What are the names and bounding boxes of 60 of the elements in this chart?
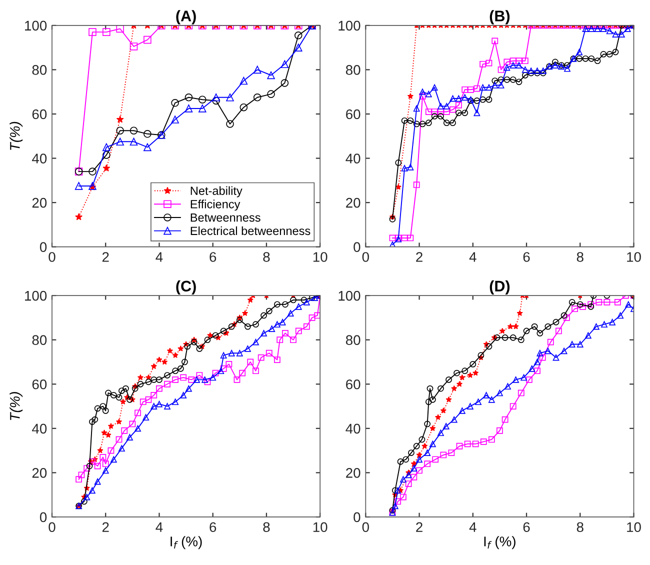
y-tick-label: 0	[354, 512, 360, 522]
x-tick-label: 8	[576, 522, 584, 532]
y-tick-label: 60	[346, 379, 360, 390]
x-tick-label: 0	[48, 522, 56, 532]
chart-title: (C)	[176, 280, 196, 295]
x-tick-label: 8	[263, 522, 270, 532]
y-tick-label: 20	[32, 468, 47, 478]
y-tick-label: 80	[346, 65, 360, 75]
x-tick-label: 2	[416, 522, 422, 532]
legend-label: Betweenness	[190, 213, 260, 222]
y-tick-label: 80	[346, 335, 360, 346]
y-tick-label: 0	[40, 512, 47, 522]
y-tick-label: 20	[32, 198, 47, 208]
chart-title: (B)	[490, 10, 510, 24]
y-tick-label: 100	[338, 290, 360, 301]
y-tick-label: 60	[346, 109, 360, 120]
legend-label: Electrical betweenness	[190, 226, 310, 236]
x-tick-label: 4	[156, 522, 163, 532]
y-tick-label: 100	[25, 20, 47, 31]
legend-label: Efficiency	[190, 200, 240, 211]
y-tick-label: 60	[32, 379, 47, 390]
y-tick-label: 40	[32, 154, 47, 164]
x-tick-label: 10	[627, 522, 641, 532]
x-axis-title: I$_{f}$ (%)	[170, 536, 202, 550]
x-tick-label: 0	[362, 522, 369, 532]
x-tick-label: 6	[210, 522, 216, 532]
chart-title: (A)	[176, 10, 196, 24]
y-tick-label: 20	[346, 468, 360, 478]
x-tick-label: 6	[523, 522, 530, 532]
x-tick-label: 10	[313, 522, 328, 532]
y-tick-label: 0	[354, 242, 360, 252]
y-tick-label: 20	[346, 198, 360, 208]
y-tick-label: 40	[346, 424, 360, 434]
x-tick-label: 8	[263, 252, 270, 262]
y-tick-label: 80	[32, 65, 47, 75]
x-tick-label: 6	[523, 252, 530, 262]
x-tick-label: 8	[576, 252, 584, 262]
x-tick-label: 0	[48, 252, 56, 262]
x-tick-label: 2	[102, 252, 109, 262]
y-tick-label: 40	[346, 154, 360, 164]
x-tick-label: 4	[469, 522, 476, 532]
legend-label: Net-ability	[190, 186, 242, 198]
x-axis-title: I$_{f}$ (%)	[484, 536, 516, 550]
y-axis-title: T(%)	[10, 122, 23, 150]
y-tick-label: 100	[338, 20, 360, 31]
x-tick-label: 10	[313, 252, 328, 262]
y-tick-label: 0	[40, 242, 47, 252]
x-tick-label: 2	[102, 522, 109, 532]
x-tick-label: 0	[362, 252, 369, 262]
chart-title: (D)	[490, 280, 510, 295]
y-tick-label: 60	[32, 109, 47, 120]
x-tick-label: 4	[156, 252, 163, 262]
x-tick-label: 2	[416, 252, 422, 262]
x-tick-label: 10	[627, 252, 641, 262]
x-tick-label: 6	[210, 252, 216, 262]
x-tick-label: 4	[469, 252, 476, 262]
y-tick-label: 40	[32, 424, 47, 434]
y-axis-title: T(%)	[10, 392, 23, 420]
y-tick-label: 100	[25, 290, 47, 301]
y-tick-label: 80	[32, 335, 47, 346]
